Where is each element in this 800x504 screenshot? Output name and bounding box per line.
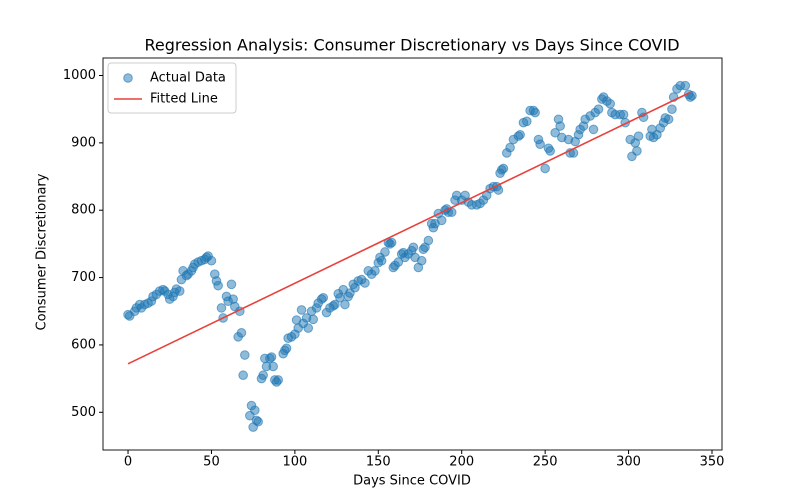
data-point: [663, 114, 674, 125]
data-point: [281, 343, 292, 354]
data-point: [386, 237, 397, 248]
data-point: [174, 286, 185, 296]
data-point: [253, 416, 263, 427]
data-point: [436, 215, 447, 226]
data-point: [266, 352, 277, 362]
x-axis-label: Days Since COVID: [353, 474, 471, 489]
y-tick-label: 1000: [63, 68, 96, 83]
x-tick-label: 300: [616, 455, 641, 470]
data-point: [667, 104, 677, 114]
data-point: [521, 116, 532, 127]
y-axis-label: Consumer Discretionary: [35, 173, 50, 330]
data-point: [505, 142, 515, 153]
data-point: [555, 121, 565, 131]
data-point: [250, 405, 260, 416]
data-point: [408, 242, 419, 253]
data-point: [370, 266, 380, 276]
y-tick-label: 500: [71, 405, 96, 420]
x-tick-label: 0: [124, 455, 132, 470]
data-point: [416, 255, 427, 266]
data-point: [393, 257, 404, 267]
legend-box: [107, 62, 237, 114]
data-point: [380, 247, 390, 257]
data-point: [545, 146, 555, 156]
chart-title: Regression Analysis: Consumer Discretion…: [144, 36, 679, 55]
plot-frame: [102, 57, 723, 451]
data-point: [236, 328, 247, 338]
data-point: [226, 279, 237, 290]
data-point: [360, 278, 370, 288]
data-point: [550, 127, 560, 138]
x-tick-label: 50: [203, 455, 220, 470]
data-point: [268, 361, 278, 372]
data-point: [632, 146, 642, 156]
data-point: [540, 163, 550, 174]
data-point: [376, 255, 387, 266]
x-tick-label: 350: [700, 455, 725, 470]
data-point: [593, 104, 604, 114]
y-tick-label: 900: [71, 135, 96, 150]
y-tick-label: 800: [71, 203, 96, 218]
data-point: [238, 370, 248, 381]
data-point: [498, 163, 509, 174]
data-point: [588, 124, 599, 135]
y-tick-label: 700: [71, 270, 96, 285]
data-point: [330, 299, 340, 310]
data-point: [206, 255, 217, 266]
legend-label: Fitted Line: [150, 92, 218, 107]
x-tick-label: 200: [449, 455, 474, 470]
data-point: [303, 323, 314, 333]
data-point: [318, 292, 329, 303]
data-point: [308, 314, 319, 325]
fitted-line: [127, 91, 691, 365]
data-point: [240, 350, 250, 360]
data-point: [213, 280, 223, 291]
x-tick-label: 250: [533, 455, 558, 470]
data-point: [258, 370, 268, 381]
data-point: [680, 80, 691, 91]
data-point: [535, 139, 545, 150]
data-point: [273, 375, 283, 385]
y-tick-label: 600: [71, 337, 96, 352]
data-point: [618, 109, 629, 120]
data-point: [530, 107, 540, 118]
legend-label: Actual Data: [150, 71, 226, 86]
data-point: [633, 131, 644, 141]
data-point: [216, 303, 227, 313]
data-point: [423, 235, 434, 246]
data-point: [687, 90, 697, 101]
legend-swatch: [123, 73, 133, 83]
x-tick-label: 150: [366, 455, 391, 470]
data-point: [515, 129, 525, 140]
data-point: [340, 299, 350, 310]
x-tick-label: 100: [282, 455, 307, 470]
data-point: [296, 305, 307, 315]
data-point: [605, 99, 616, 109]
